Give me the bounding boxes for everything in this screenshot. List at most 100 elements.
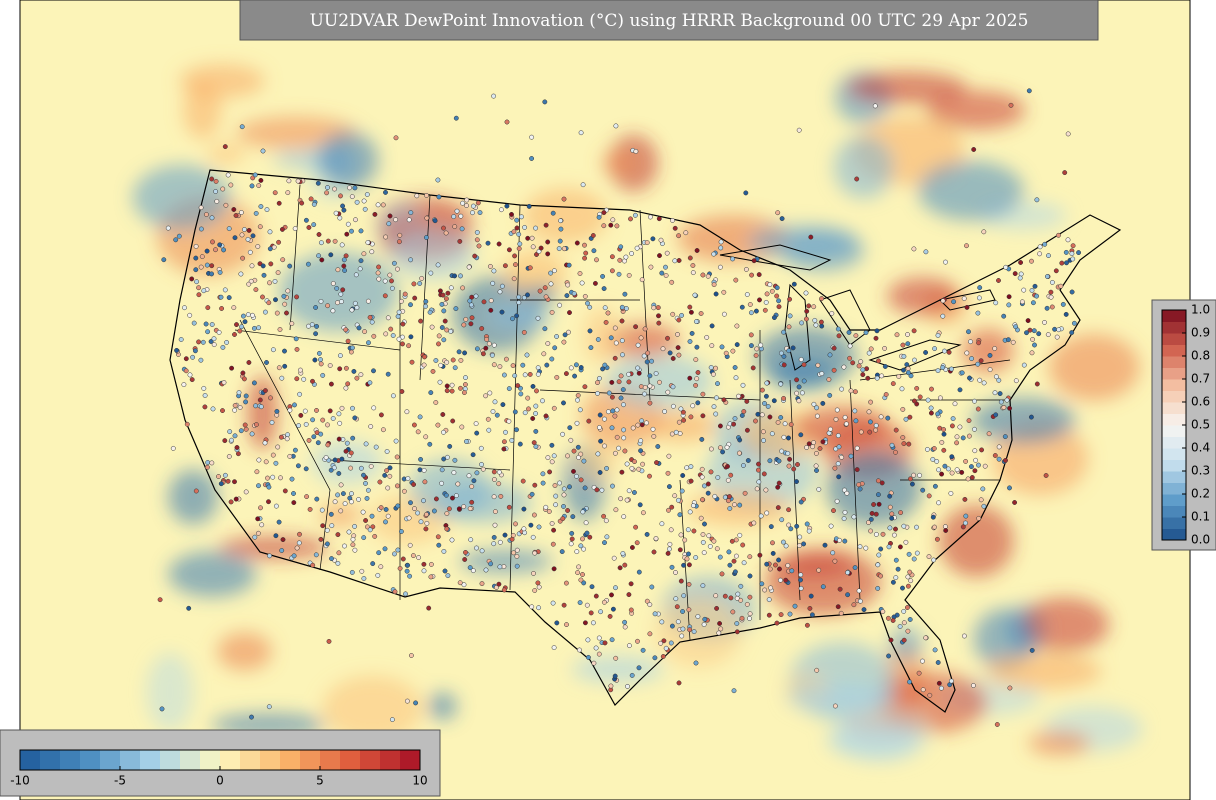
observation-marker — [239, 232, 245, 238]
observation-marker — [408, 302, 413, 308]
observation-marker — [571, 448, 577, 454]
observation-marker — [444, 359, 450, 365]
observation-marker — [595, 337, 601, 342]
colorbar-tick-label: 0.4 — [1191, 441, 1210, 455]
observation-marker — [782, 421, 788, 427]
observation-marker — [965, 476, 971, 482]
observation-marker — [303, 466, 309, 472]
observation-marker — [411, 281, 417, 287]
observation-marker — [975, 310, 981, 316]
observation-marker — [358, 465, 364, 471]
observation-marker — [972, 468, 978, 474]
observation-marker — [708, 469, 714, 475]
observation-marker — [801, 362, 807, 368]
observation-marker — [441, 429, 446, 435]
observation-marker — [605, 409, 611, 415]
observation-marker — [783, 577, 789, 583]
observation-marker — [249, 714, 254, 720]
observation-marker — [549, 442, 555, 448]
observation-marker — [669, 564, 675, 570]
observation-marker — [619, 318, 625, 324]
observation-marker — [551, 566, 557, 572]
observation-marker — [348, 450, 354, 456]
observation-marker — [595, 390, 600, 396]
observation-marker — [228, 499, 234, 505]
observation-marker — [545, 341, 551, 346]
observation-marker — [383, 234, 389, 240]
observation-marker — [544, 362, 550, 368]
observation-marker — [204, 262, 210, 268]
observation-marker — [363, 441, 369, 447]
observation-marker — [596, 375, 602, 381]
observation-marker — [794, 523, 800, 529]
observation-marker — [509, 536, 515, 542]
observation-marker — [642, 326, 648, 332]
observation-marker — [622, 624, 628, 630]
observation-marker — [628, 216, 633, 222]
observation-marker — [878, 414, 884, 420]
observation-marker — [470, 568, 476, 574]
observation-marker — [406, 515, 412, 521]
observation-marker — [396, 336, 402, 342]
observation-marker — [276, 239, 282, 245]
observation-marker — [250, 233, 256, 239]
observation-marker — [182, 305, 187, 311]
observation-marker — [506, 386, 512, 392]
observation-marker — [1054, 334, 1060, 340]
observation-marker — [828, 426, 833, 432]
observation-marker — [886, 653, 892, 659]
observation-marker — [923, 249, 929, 255]
observation-marker — [515, 383, 521, 389]
observation-marker — [858, 359, 864, 365]
observation-marker — [487, 390, 493, 396]
observation-marker — [804, 622, 810, 628]
observation-marker — [527, 371, 533, 377]
observation-marker — [651, 433, 657, 439]
observation-marker — [268, 261, 274, 267]
observation-marker — [996, 377, 1002, 383]
observation-marker — [907, 476, 913, 482]
observation-marker — [934, 458, 940, 464]
observation-marker — [775, 210, 781, 216]
observation-marker — [376, 276, 382, 282]
observation-marker — [747, 554, 753, 560]
observation-marker — [896, 374, 902, 379]
observation-marker — [506, 418, 512, 424]
observation-marker — [665, 550, 671, 556]
observation-marker — [860, 367, 866, 373]
observation-marker — [690, 263, 696, 268]
observation-marker — [657, 253, 662, 259]
observation-marker — [410, 553, 416, 559]
observation-marker — [920, 687, 926, 693]
observation-marker — [543, 504, 549, 510]
observation-marker — [173, 237, 179, 243]
observation-marker — [296, 423, 302, 429]
observation-marker — [740, 463, 746, 468]
observation-marker — [258, 204, 264, 209]
observation-marker — [911, 398, 917, 404]
observation-marker — [814, 405, 820, 411]
observation-marker — [653, 536, 659, 541]
observation-marker — [196, 292, 202, 298]
observation-marker — [595, 380, 600, 386]
field-blob — [826, 451, 922, 526]
observation-marker — [847, 343, 853, 349]
observation-marker — [600, 366, 606, 372]
observation-marker — [655, 444, 661, 449]
observation-marker — [911, 472, 917, 478]
observation-marker — [796, 398, 802, 404]
observation-marker — [382, 546, 388, 552]
observation-marker — [375, 270, 381, 276]
observation-marker — [609, 379, 615, 385]
observation-marker — [670, 384, 676, 390]
observation-marker — [566, 329, 571, 335]
observation-marker — [382, 472, 388, 478]
observation-marker — [339, 299, 344, 305]
observation-marker — [312, 357, 318, 363]
observation-marker — [350, 435, 356, 441]
observation-marker — [496, 469, 502, 475]
observation-marker — [604, 465, 610, 471]
observation-marker — [742, 490, 748, 496]
observation-marker — [806, 441, 812, 447]
observation-marker — [680, 473, 686, 478]
